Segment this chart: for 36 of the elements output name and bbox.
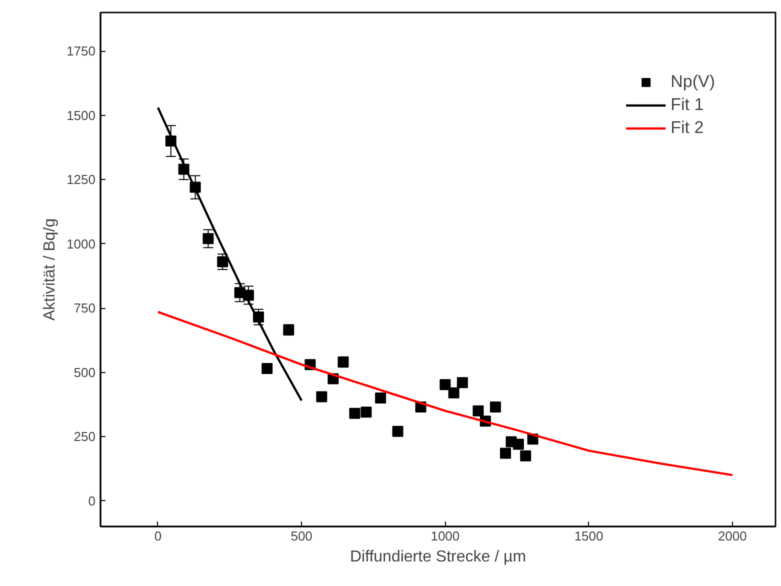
y-tick-label: 750 <box>74 300 96 316</box>
x-tick-label: 2000 <box>718 528 747 544</box>
point <box>500 448 511 459</box>
legend-label: Np(V) <box>670 72 715 92</box>
point <box>456 377 468 388</box>
point <box>512 438 524 450</box>
y-axis-title: Aktivität / Bq/g <box>42 218 59 321</box>
y-tick-label: 0 <box>88 493 96 508</box>
point <box>490 401 501 412</box>
point <box>375 392 386 404</box>
point <box>262 362 273 374</box>
y-tick-label: 1500 <box>66 108 96 123</box>
point <box>349 408 360 419</box>
line-series <box>156 310 734 476</box>
point <box>202 233 214 244</box>
point <box>440 379 451 390</box>
point <box>360 406 372 418</box>
x-axis-title: Diffundierte Strecke / µm <box>350 548 526 566</box>
x-tick-label: 1500 <box>574 528 604 544</box>
y-tick-label: 250 <box>74 429 96 444</box>
point <box>316 391 328 402</box>
point <box>217 256 228 268</box>
y-tick-label: 1000 <box>66 236 96 252</box>
x-tick-label: 1000 <box>430 528 460 544</box>
y-tick-label: 1250 <box>66 172 96 188</box>
point <box>392 426 404 437</box>
legend-label: Fit 2 <box>670 118 704 138</box>
x-tick-label: 500 <box>290 528 312 544</box>
legend-label: Fit 1 <box>670 95 704 115</box>
y-tick-label: 500 <box>74 364 96 380</box>
y-tick-label: 1750 <box>66 44 96 59</box>
x-tick-label: 0 <box>154 528 162 544</box>
point <box>520 450 532 462</box>
point <box>472 405 484 416</box>
point <box>448 387 460 398</box>
line-series <box>156 106 303 402</box>
